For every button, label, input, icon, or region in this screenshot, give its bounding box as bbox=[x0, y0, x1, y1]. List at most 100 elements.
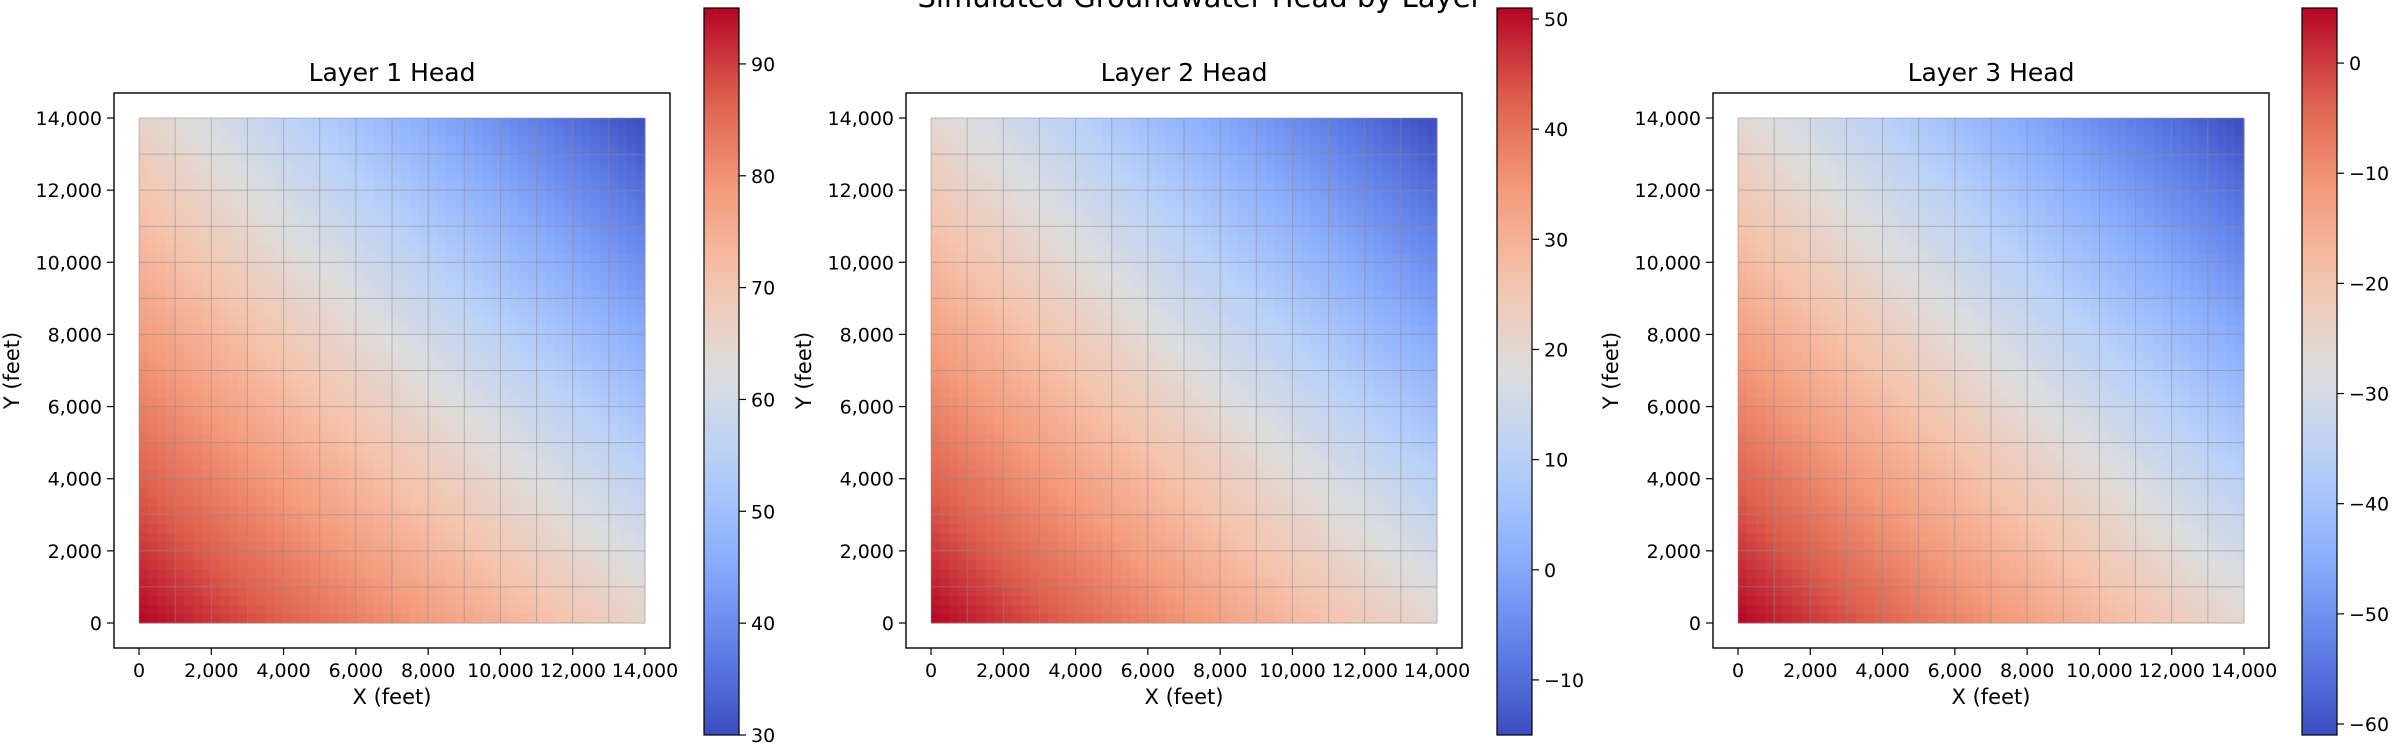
heatmap-cell bbox=[563, 343, 574, 354]
heatmap-cell bbox=[464, 397, 474, 408]
heatmap-cell bbox=[563, 181, 574, 191]
heatmap-cell bbox=[401, 289, 411, 299]
heatmap-cell bbox=[419, 361, 429, 372]
heatmap-cell bbox=[1156, 208, 1167, 218]
heatmap-cell bbox=[1120, 307, 1131, 317]
heatmap-cell bbox=[617, 451, 628, 462]
heatmap-cell bbox=[608, 442, 619, 453]
heatmap-cell bbox=[238, 532, 249, 543]
heatmap-cell bbox=[940, 469, 950, 480]
heatmap-cell bbox=[1147, 496, 1158, 507]
heatmap-cell bbox=[1147, 433, 1158, 444]
heatmap-cell bbox=[1120, 559, 1131, 570]
heatmap-cell bbox=[355, 397, 366, 408]
heatmap-cell bbox=[527, 352, 538, 363]
heatmap-cell bbox=[581, 307, 592, 317]
heatmap-cell bbox=[608, 154, 619, 164]
heatmap-cell bbox=[1193, 118, 1203, 128]
heatmap-cell bbox=[410, 118, 420, 128]
heatmap-cell bbox=[1202, 334, 1212, 345]
heatmap-cell bbox=[373, 541, 384, 552]
heatmap-cell bbox=[1093, 289, 1104, 299]
heatmap-cell bbox=[292, 280, 303, 290]
heatmap-cell bbox=[157, 127, 167, 137]
heatmap-cell bbox=[283, 118, 294, 128]
heatmap-cell bbox=[455, 460, 465, 471]
heatmap-cell bbox=[401, 298, 411, 308]
heatmap-cell bbox=[1030, 613, 1041, 624]
heatmap-cell bbox=[572, 118, 583, 128]
heatmap-cell bbox=[554, 316, 565, 327]
heatmap-cell bbox=[419, 235, 429, 245]
heatmap-cell bbox=[328, 262, 339, 272]
heatmap-cell bbox=[994, 325, 1004, 336]
heatmap-cell bbox=[563, 586, 574, 597]
heatmap-cell bbox=[337, 136, 348, 146]
heatmap-cell bbox=[1184, 406, 1194, 417]
heatmap-cell bbox=[1193, 181, 1203, 191]
heatmap-cell bbox=[1138, 271, 1149, 281]
heatmap-cell bbox=[518, 253, 529, 263]
heatmap-cell bbox=[301, 127, 312, 137]
heatmap-cell bbox=[500, 127, 511, 137]
heatmap-cell bbox=[1193, 271, 1203, 281]
heatmap-cell bbox=[139, 118, 149, 128]
heatmap-cell bbox=[1003, 172, 1013, 182]
heatmap-cell bbox=[1138, 415, 1149, 426]
heatmap-cell bbox=[985, 190, 995, 200]
heatmap-cell bbox=[437, 523, 447, 534]
heatmap-cell bbox=[464, 514, 474, 525]
heatmap-cell bbox=[572, 451, 583, 462]
heatmap-cell bbox=[1138, 406, 1149, 417]
heatmap-cell bbox=[976, 451, 986, 462]
heatmap-cell bbox=[229, 325, 239, 336]
heatmap-cell bbox=[1084, 226, 1095, 236]
heatmap-cell bbox=[1048, 226, 1059, 236]
heatmap-cell bbox=[419, 334, 429, 345]
heatmap-cell bbox=[319, 208, 330, 218]
heatmap-cell bbox=[599, 163, 610, 173]
heatmap-cell bbox=[220, 199, 230, 209]
heatmap-cell bbox=[931, 379, 941, 390]
heatmap-cell bbox=[337, 181, 348, 191]
heatmap-cell bbox=[949, 289, 959, 299]
heatmap-cell bbox=[1129, 298, 1140, 308]
heatmap-cell bbox=[184, 604, 194, 615]
heatmap-cell bbox=[967, 118, 977, 128]
heatmap-cell bbox=[967, 523, 977, 534]
heatmap-cell bbox=[1147, 370, 1158, 381]
heatmap-cell bbox=[1165, 271, 1176, 281]
heatmap-cell bbox=[184, 325, 194, 336]
heatmap-cell bbox=[139, 253, 149, 263]
heatmap-cell bbox=[148, 325, 158, 336]
heatmap-cell bbox=[1156, 136, 1167, 146]
heatmap-cell bbox=[527, 424, 538, 435]
heatmap-cell bbox=[985, 586, 995, 597]
heatmap-cell bbox=[1066, 487, 1077, 498]
heatmap-cell bbox=[985, 559, 995, 570]
heatmap-cell bbox=[976, 190, 986, 200]
heatmap-cell bbox=[310, 118, 321, 128]
heatmap-cell bbox=[175, 523, 185, 534]
heatmap-cell bbox=[491, 352, 502, 363]
heatmap-cell bbox=[626, 550, 637, 561]
heatmap-cell bbox=[319, 496, 330, 507]
heatmap-cell bbox=[410, 181, 420, 191]
heatmap-cell bbox=[1156, 307, 1167, 317]
heatmap-cell bbox=[220, 181, 230, 191]
heatmap-cell bbox=[1093, 145, 1104, 155]
heatmap-cell bbox=[1184, 253, 1194, 263]
heatmap-cell bbox=[238, 154, 249, 164]
heatmap-cell bbox=[401, 280, 411, 290]
heatmap-cell bbox=[1057, 361, 1068, 372]
heatmap-cell bbox=[527, 136, 538, 146]
heatmap-cell bbox=[229, 199, 239, 209]
heatmap-cell bbox=[1003, 586, 1013, 597]
heatmap-cell bbox=[527, 343, 538, 354]
heatmap-cell bbox=[635, 136, 646, 146]
heatmap-cell bbox=[1138, 496, 1149, 507]
heatmap-cell bbox=[1156, 118, 1167, 128]
heatmap-cell bbox=[572, 577, 583, 588]
x-axis-label: X (feet) bbox=[353, 685, 432, 709]
heatmap-cell bbox=[1057, 469, 1068, 480]
